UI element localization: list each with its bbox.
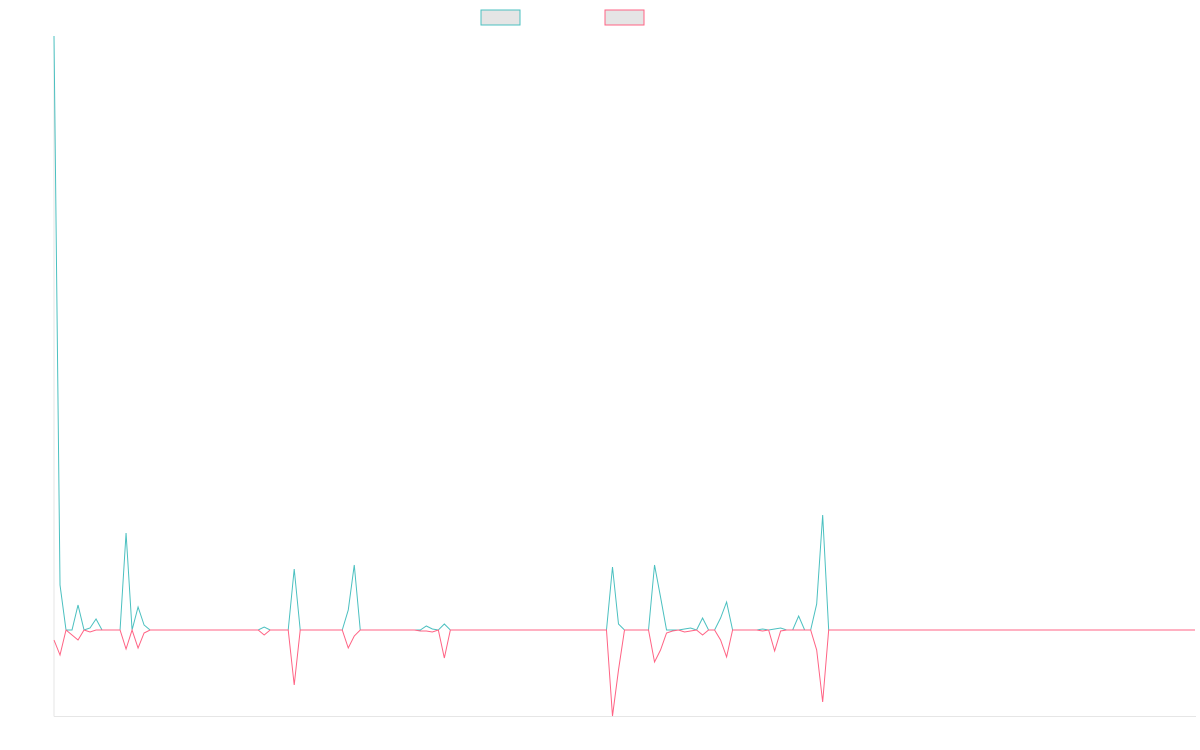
legend-swatch (604, 9, 645, 26)
series-line (53, 35, 1195, 631)
series-line (53, 628, 1195, 717)
legend-swatch (480, 9, 521, 26)
